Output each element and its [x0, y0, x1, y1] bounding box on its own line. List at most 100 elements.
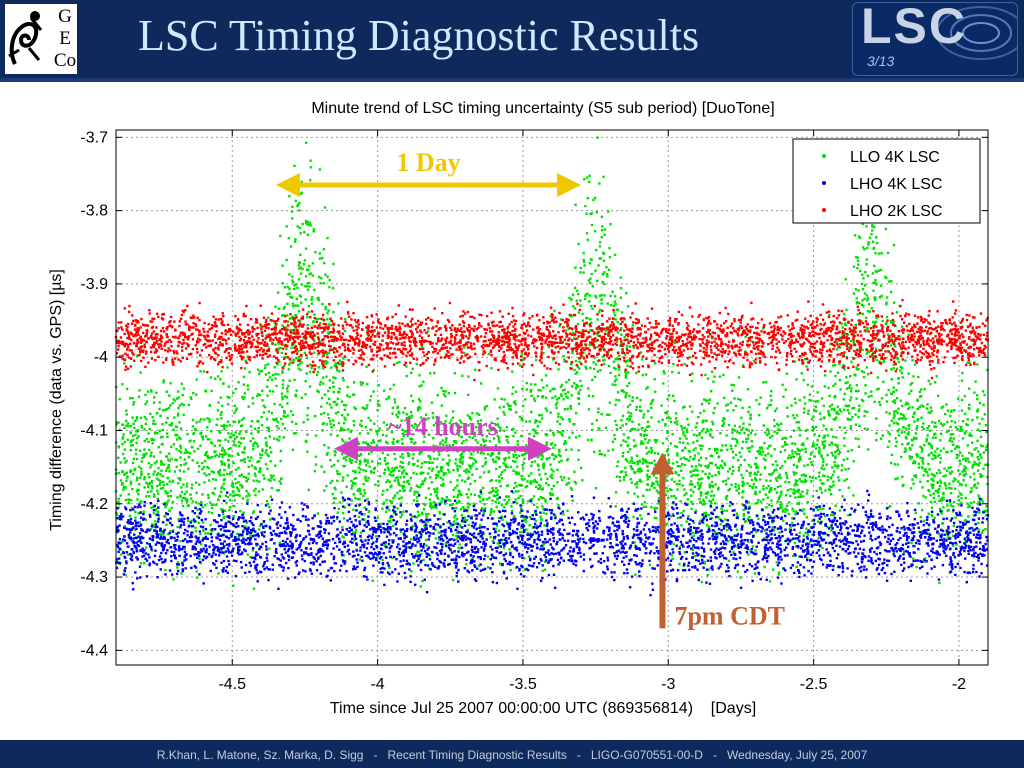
data-point: [905, 427, 908, 430]
data-point: [917, 502, 920, 505]
data-point: [260, 424, 264, 427]
data-point: [175, 458, 179, 462]
data-point: [254, 474, 257, 478]
data-point: [305, 268, 309, 271]
data-point: [696, 469, 699, 472]
data-point: [675, 460, 679, 464]
data-point: [841, 495, 844, 498]
data-point: [829, 477, 832, 480]
data-point: [523, 568, 527, 571]
data-point: [683, 426, 686, 429]
data-point: [976, 363, 979, 366]
data-point: [157, 478, 160, 482]
data-point: [134, 452, 138, 456]
data-point: [976, 409, 980, 412]
data-point: [826, 453, 829, 457]
data-point: [133, 426, 136, 430]
data-point: [409, 437, 412, 441]
data-point: [796, 502, 799, 505]
data-point: [968, 504, 971, 507]
data-point: [802, 411, 806, 414]
data-point: [847, 404, 851, 407]
data-point: [836, 410, 839, 414]
data-point: [318, 383, 322, 386]
data-point: [804, 474, 808, 477]
data-point: [213, 444, 216, 448]
data-point: [568, 418, 571, 421]
data-point: [512, 434, 515, 438]
data-point: [358, 490, 362, 493]
data-point: [275, 417, 278, 420]
data-point: [390, 500, 394, 503]
data-point: [697, 452, 700, 455]
data-point: [665, 486, 668, 490]
data-point: [748, 474, 752, 477]
data-point: [952, 443, 955, 447]
data-point: [844, 381, 847, 385]
data-point: [818, 452, 821, 455]
data-point: [939, 479, 942, 482]
data-point: [751, 445, 754, 448]
data-point: [294, 313, 297, 317]
data-point: [331, 286, 335, 290]
data-point: [570, 448, 573, 451]
data-point: [954, 478, 957, 482]
data-point: [922, 519, 926, 523]
data-point: [892, 386, 895, 389]
data-point: [447, 498, 450, 502]
data-point: [618, 479, 622, 482]
data-point: [849, 399, 852, 402]
data-point: [455, 537, 459, 540]
data-point: [119, 548, 123, 551]
data-point: [418, 485, 422, 489]
data-point: [342, 517, 346, 520]
data-point: [725, 448, 729, 452]
data-point: [266, 344, 270, 347]
data-point: [668, 488, 672, 491]
data-point: [877, 252, 881, 255]
data-point: [398, 360, 401, 364]
data-point: [644, 460, 648, 463]
data-point: [969, 501, 973, 505]
data-point: [894, 410, 898, 413]
data-point: [630, 481, 634, 484]
data-point: [117, 445, 120, 448]
data-point: [427, 433, 431, 436]
data-point: [515, 411, 518, 414]
data-point: [736, 514, 739, 517]
data-point: [175, 465, 178, 468]
data-point: [817, 537, 820, 540]
data-point: [471, 411, 474, 415]
data-point: [861, 400, 865, 403]
data-point: [494, 528, 497, 531]
data-point: [820, 455, 823, 459]
data-point: [201, 461, 204, 465]
data-point: [551, 453, 554, 457]
data-point: [117, 471, 120, 475]
data-point: [871, 272, 875, 275]
data-point: [397, 482, 400, 485]
data-point: [875, 241, 879, 245]
data-point: [166, 435, 169, 439]
data-point: [171, 401, 175, 405]
data-point: [424, 521, 427, 524]
data-point: [132, 401, 136, 404]
data-point: [288, 273, 291, 276]
data-point: [606, 275, 609, 278]
data-point: [237, 466, 240, 470]
data-point: [867, 303, 871, 306]
data-point: [907, 431, 911, 434]
data-point: [286, 293, 289, 296]
data-point: [697, 459, 701, 462]
geco-letters: G E Co: [53, 6, 77, 72]
data-point: [835, 341, 839, 344]
data-point: [858, 404, 861, 407]
data-point: [732, 384, 736, 387]
data-point: [433, 504, 436, 507]
data-point: [452, 495, 456, 498]
data-point: [122, 488, 125, 491]
data-point: [191, 418, 195, 422]
data-point: [741, 496, 744, 499]
data-point: [721, 459, 724, 463]
data-point: [551, 387, 554, 391]
